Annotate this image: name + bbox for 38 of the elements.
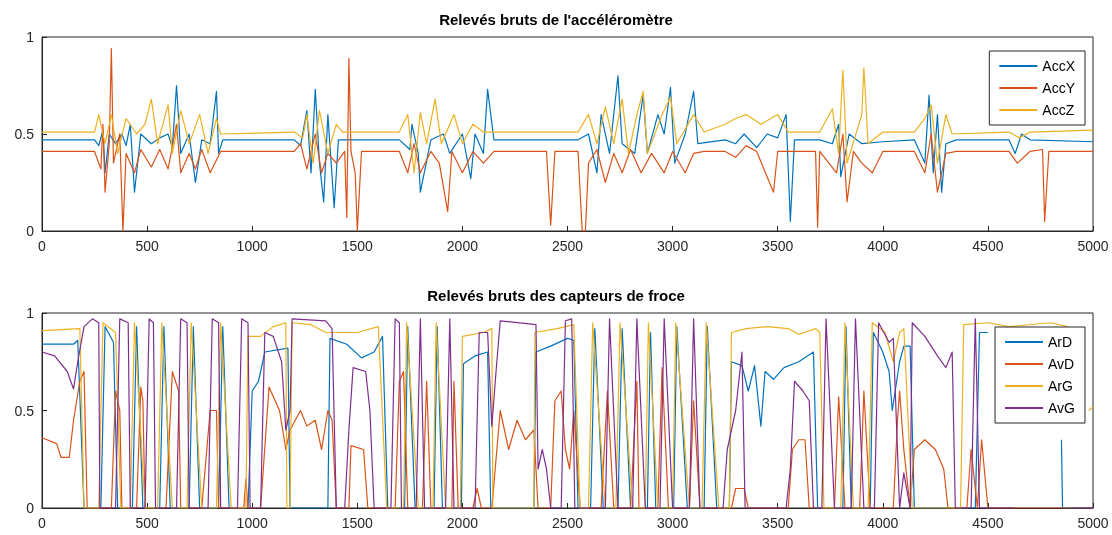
line-series xyxy=(41,75,1094,222)
x-tick-label: 0 xyxy=(38,238,47,254)
x-tick-label: 500 xyxy=(135,515,159,531)
x-tick-label: 2000 xyxy=(446,238,479,254)
x-tick-label: 0 xyxy=(38,515,47,531)
x-tick-label: 500 xyxy=(135,238,159,254)
legend-label: AccY xyxy=(1042,80,1076,96)
x-tick-label: 1000 xyxy=(236,515,268,531)
x-tick-label: 3500 xyxy=(762,515,794,531)
x-tick-label: 1500 xyxy=(341,515,374,531)
x-tick-label: 2500 xyxy=(551,515,584,531)
y-tick-label: 1 xyxy=(26,29,35,45)
legend-label: AvG xyxy=(1048,400,1076,416)
x-tick-label: 5000 xyxy=(1077,515,1109,531)
x-tick-label: 4500 xyxy=(972,515,1004,531)
y-tick-label: 0 xyxy=(26,500,35,516)
y-tick-label: 0.5 xyxy=(14,126,35,142)
legend-label: AvD xyxy=(1048,356,1075,372)
x-tick-label: 2500 xyxy=(551,238,584,254)
x-tick-label: 1000 xyxy=(236,238,268,254)
legend-label: ArG xyxy=(1048,378,1073,394)
x-tick-label: 4500 xyxy=(972,238,1004,254)
legend-label: ArD xyxy=(1048,334,1073,350)
x-tick-label: 1500 xyxy=(341,238,374,254)
x-tick-label: 4000 xyxy=(867,515,899,531)
x-tick-label: 2000 xyxy=(446,515,479,531)
legend-label: AccX xyxy=(1042,58,1076,74)
chart-title: Relevés bruts des capteurs de froce xyxy=(427,287,685,304)
x-tick-label: 4000 xyxy=(867,238,899,254)
y-tick-label: 1 xyxy=(26,305,35,321)
x-tick-label: 3000 xyxy=(657,238,689,254)
legend-label: AccZ xyxy=(1042,102,1075,118)
chart-title: Relevés bruts de l'accéléromètre xyxy=(439,11,673,28)
y-tick-label: 0.5 xyxy=(14,402,35,419)
y-tick-label: 0 xyxy=(26,223,35,239)
x-tick-label: 3500 xyxy=(762,238,794,254)
x-tick-label: 5000 xyxy=(1077,238,1109,254)
x-tick-label: 3000 xyxy=(657,515,689,531)
